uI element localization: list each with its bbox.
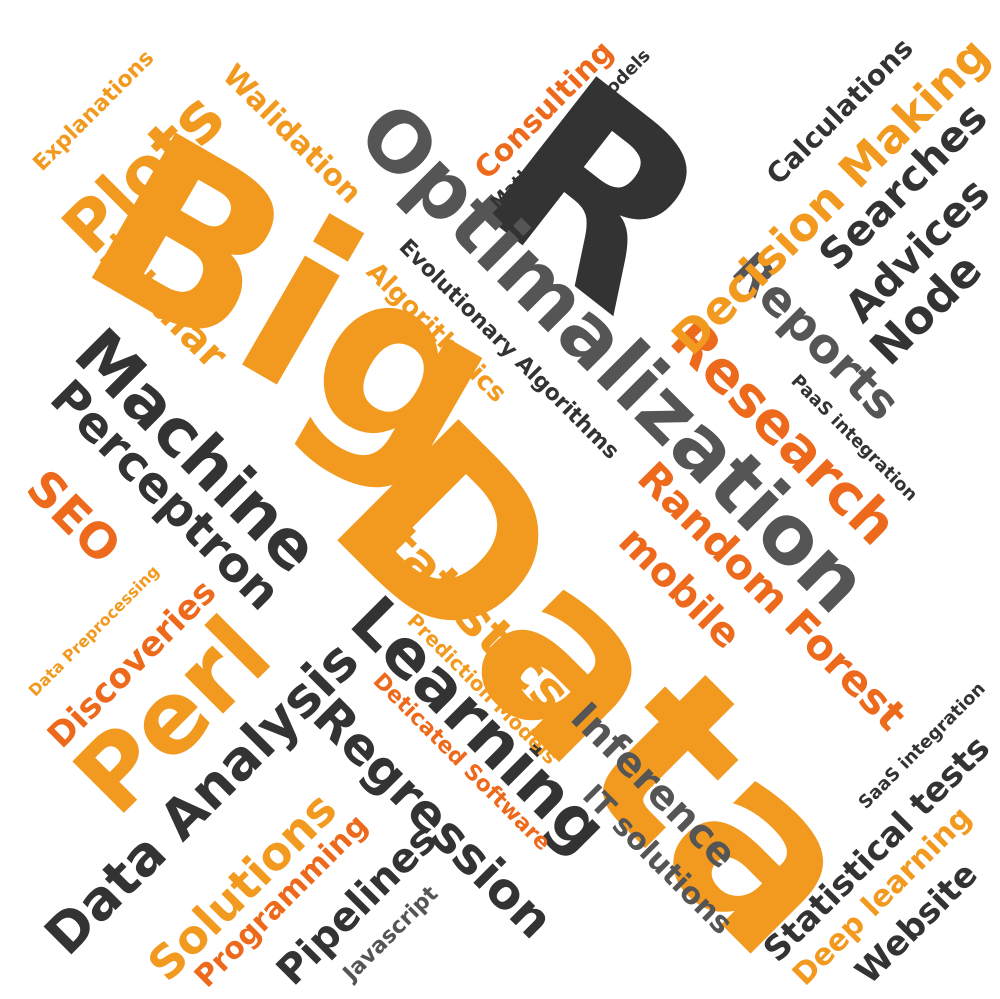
word-cloud: Big Data R Optimalization Machine Learni… bbox=[15, 24, 1000, 999]
